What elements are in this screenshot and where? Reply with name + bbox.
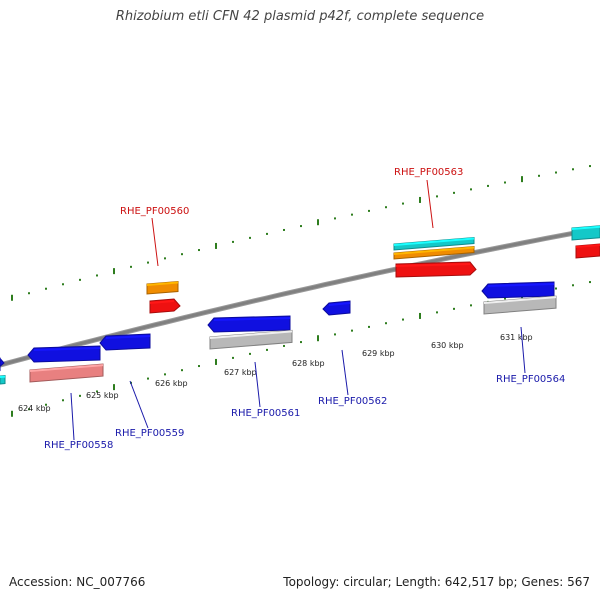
orange-feature-highlight: [146, 281, 179, 286]
gene-label: RHE_PF00563: [394, 167, 463, 178]
gene-label: RHE_PF00564: [496, 374, 565, 385]
cyan-feature-highlight: [393, 237, 475, 246]
grey-feature-highlight: [483, 296, 557, 304]
topology-summary: Topology: circular; Length: 642,517 bp; …: [283, 575, 590, 589]
gene-leader-line: [254, 361, 261, 408]
scale-label-kbp: 625 kbp: [86, 391, 119, 400]
scale-label-kbp: 630 kbp: [431, 341, 464, 350]
gene-label: RHE_PF00561: [231, 408, 300, 419]
blue-cds-arrow-highlight: [105, 335, 151, 339]
scale-label-kbp: 629 kbp: [362, 349, 395, 358]
blue-cds-arrow: [0, 357, 5, 372]
blue-cds-arrow-highlight: [213, 317, 291, 321]
gene-leader-line: [341, 349, 349, 396]
gene-label: RHE_PF00558: [44, 440, 113, 451]
blue-cds-arrow-highlight: [33, 347, 101, 351]
gene-label: RHE_PF00562: [318, 396, 387, 407]
grey-feature-highlight: [209, 330, 293, 339]
scale-label-kbp: 628 kbp: [292, 359, 325, 368]
gene-label: RHE_PF00560: [120, 206, 189, 217]
blue-cds-arrow-highlight: [328, 302, 351, 306]
gene-leader-line: [151, 217, 159, 267]
accession-label: Accession: NC_007766: [9, 575, 146, 589]
scale-label-kbp: 631 kbp: [500, 333, 533, 342]
red-cds-arrow-highlight: [149, 300, 175, 304]
red-feature-highlight: [575, 244, 600, 248]
scale-label-kbp: 624 kbp: [18, 404, 51, 413]
pink-feature-highlight: [29, 364, 104, 372]
gene-leader-line: [129, 380, 149, 429]
scale-label-kbp: 627 kbp: [224, 368, 257, 377]
gene-leader-line: [520, 326, 526, 374]
red-cds-arrow-highlight: [395, 263, 471, 267]
orange-feature-highlight: [393, 246, 475, 255]
backbone-line: [0, 226, 600, 367]
scale-label-kbp: 626 kbp: [155, 379, 188, 388]
blue-cds-arrow-highlight: [487, 283, 555, 287]
gene-leader-line: [70, 392, 75, 441]
gene-label: RHE_PF00559: [115, 428, 184, 439]
map-title: Rhizobium etli CFN 42 plasmid p42f, comp…: [115, 9, 485, 24]
cyan-feature-highlight: [571, 225, 600, 230]
gene-leader-line: [426, 179, 434, 229]
